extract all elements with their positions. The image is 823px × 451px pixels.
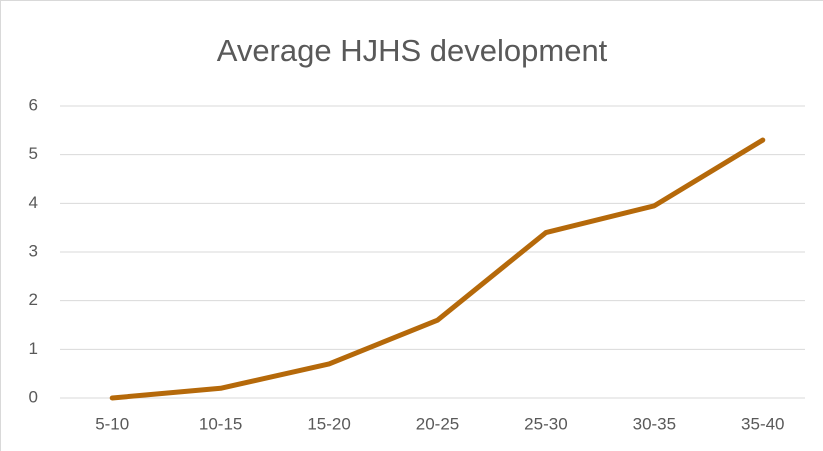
x-tick-label: 25-30 [524, 414, 567, 433]
x-tick-label: 5-10 [95, 414, 129, 433]
y-tick-label: 1 [29, 339, 38, 358]
y-tick-label: 3 [29, 241, 38, 260]
y-tick-label: 0 [29, 387, 38, 406]
x-tick-label: 30-35 [633, 414, 676, 433]
y-tick-label: 6 [29, 95, 38, 114]
chart-title: Average HJHS development [217, 33, 608, 68]
x-tick-label: 35-40 [741, 414, 784, 433]
y-tick-label: 5 [29, 144, 38, 163]
x-tick-label: 20-25 [416, 414, 459, 433]
data-line [109, 137, 766, 401]
x-tick-label: 10-15 [199, 414, 242, 433]
y-tick-label: 4 [29, 193, 38, 212]
y-tick-label: 2 [29, 290, 38, 309]
x-tick-label: 15-20 [307, 414, 350, 433]
